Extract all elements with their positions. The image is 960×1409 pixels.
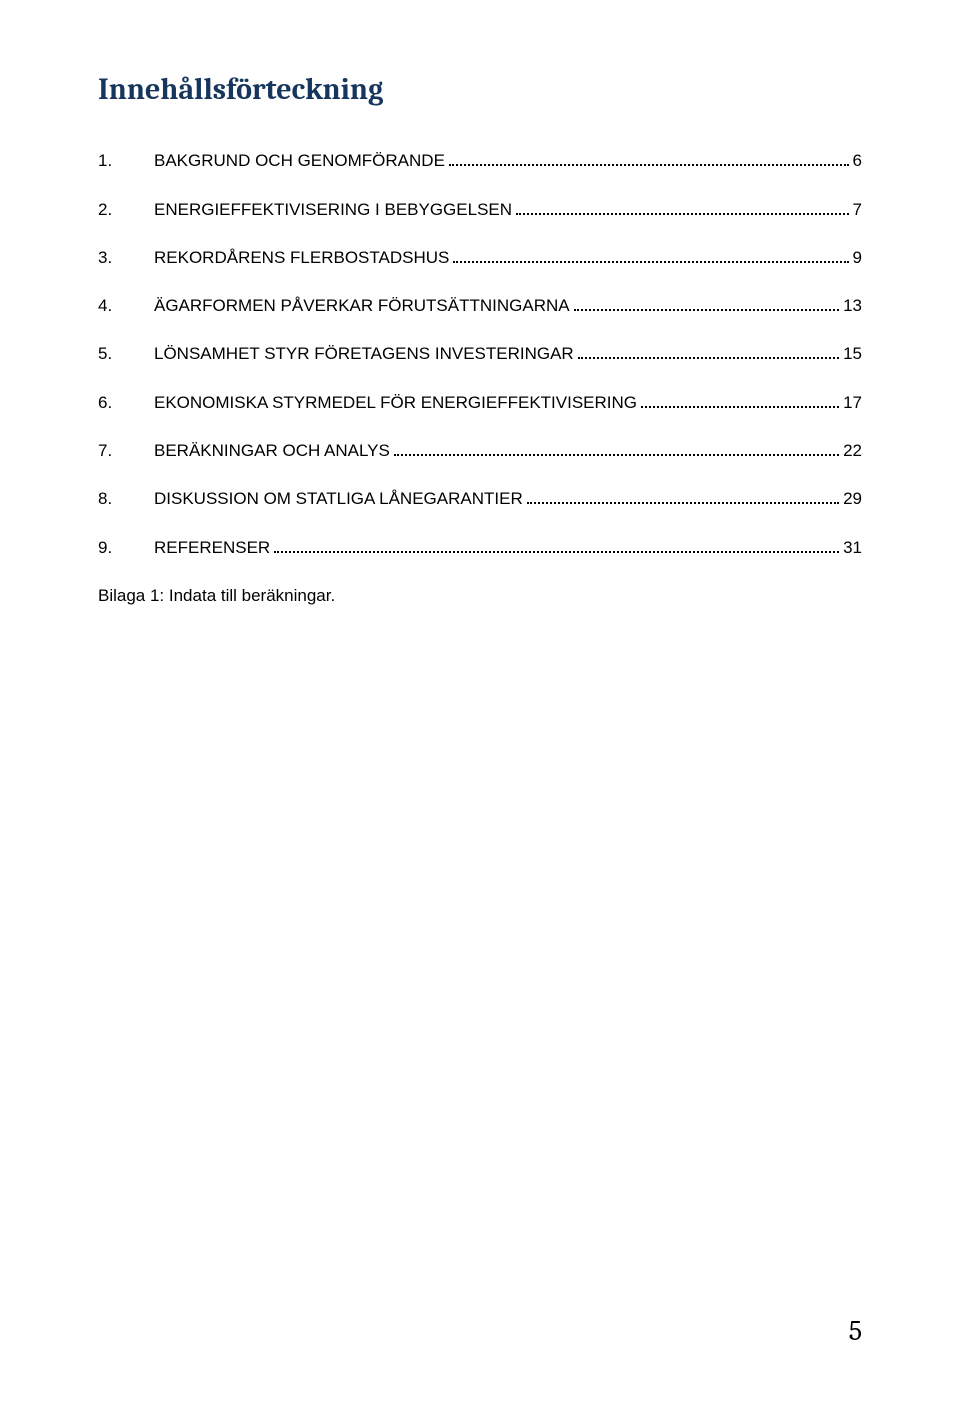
toc-label: REKORDÅRENS FLERBOSTADSHUS	[154, 248, 449, 268]
dot-leader	[394, 439, 839, 456]
toc-page: 17	[843, 393, 862, 413]
toc-entry[interactable]: 2. ENERGIEFFEKTIVISERING I BEBYGGELSEN 7	[98, 197, 862, 219]
dot-leader	[578, 342, 839, 359]
toc-label: ÄGARFORMEN PÅVERKAR FÖRUTSÄTTNINGARNA	[154, 296, 570, 316]
toc-number: 6.	[98, 393, 154, 413]
dot-leader	[449, 149, 849, 166]
toc-number: 8.	[98, 489, 154, 509]
toc-page: 6	[853, 151, 862, 171]
toc-label: BAKGRUND OCH GENOMFÖRANDE	[154, 151, 445, 171]
toc-page: 29	[843, 489, 862, 509]
dot-leader	[274, 535, 839, 552]
toc-number: 5.	[98, 344, 154, 364]
toc-entry[interactable]: 8. DISKUSSION OM STATLIGA LÅNEGARANTIER …	[98, 487, 862, 509]
appendix-text: Bilaga 1: Indata till beräkningar.	[98, 586, 862, 606]
toc-label: EKONOMISKA STYRMEDEL FÖR ENERGIEFFEKTIVI…	[154, 393, 637, 413]
toc-label: DISKUSSION OM STATLIGA LÅNEGARANTIER	[154, 489, 523, 509]
toc-label: LÖNSAMHET STYR FÖRETAGENS INVESTERINGAR	[154, 344, 574, 364]
toc-entry[interactable]: 1. BAKGRUND OCH GENOMFÖRANDE 6	[98, 149, 862, 171]
toc-page: 7	[853, 200, 862, 220]
dot-leader	[453, 246, 848, 263]
toc-number: 9.	[98, 538, 154, 558]
table-of-contents: 1. BAKGRUND OCH GENOMFÖRANDE 6 2. ENERGI…	[98, 149, 862, 558]
page-title: Innehållsförteckning	[98, 72, 862, 107]
toc-entry[interactable]: 5. LÖNSAMHET STYR FÖRETAGENS INVESTERING…	[98, 342, 862, 364]
toc-entry[interactable]: 6. EKONOMISKA STYRMEDEL FÖR ENERGIEFFEKT…	[98, 390, 862, 412]
toc-label: REFERENSER	[154, 538, 270, 558]
toc-page: 31	[843, 538, 862, 558]
toc-number: 7.	[98, 441, 154, 461]
dot-leader	[527, 487, 839, 504]
toc-page: 13	[843, 296, 862, 316]
toc-number: 4.	[98, 296, 154, 316]
toc-entry[interactable]: 9. REFERENSER 31	[98, 535, 862, 557]
dot-leader	[516, 197, 849, 214]
toc-page: 22	[843, 441, 862, 461]
dot-leader	[574, 294, 839, 311]
toc-number: 2.	[98, 200, 154, 220]
toc-label: ENERGIEFFEKTIVISERING I BEBYGGELSEN	[154, 200, 512, 220]
toc-number: 3.	[98, 248, 154, 268]
toc-entry[interactable]: 4. ÄGARFORMEN PÅVERKAR FÖRUTSÄTTNINGARNA…	[98, 294, 862, 316]
toc-entry[interactable]: 3. REKORDÅRENS FLERBOSTADSHUS 9	[98, 246, 862, 268]
toc-label: BERÄKNINGAR OCH ANALYS	[154, 441, 390, 461]
toc-entry[interactable]: 7. BERÄKNINGAR OCH ANALYS 22	[98, 439, 862, 461]
toc-number: 1.	[98, 151, 154, 171]
toc-page: 15	[843, 344, 862, 364]
toc-page: 9	[853, 248, 862, 268]
dot-leader	[641, 390, 839, 407]
page-number: 5	[849, 1315, 862, 1347]
